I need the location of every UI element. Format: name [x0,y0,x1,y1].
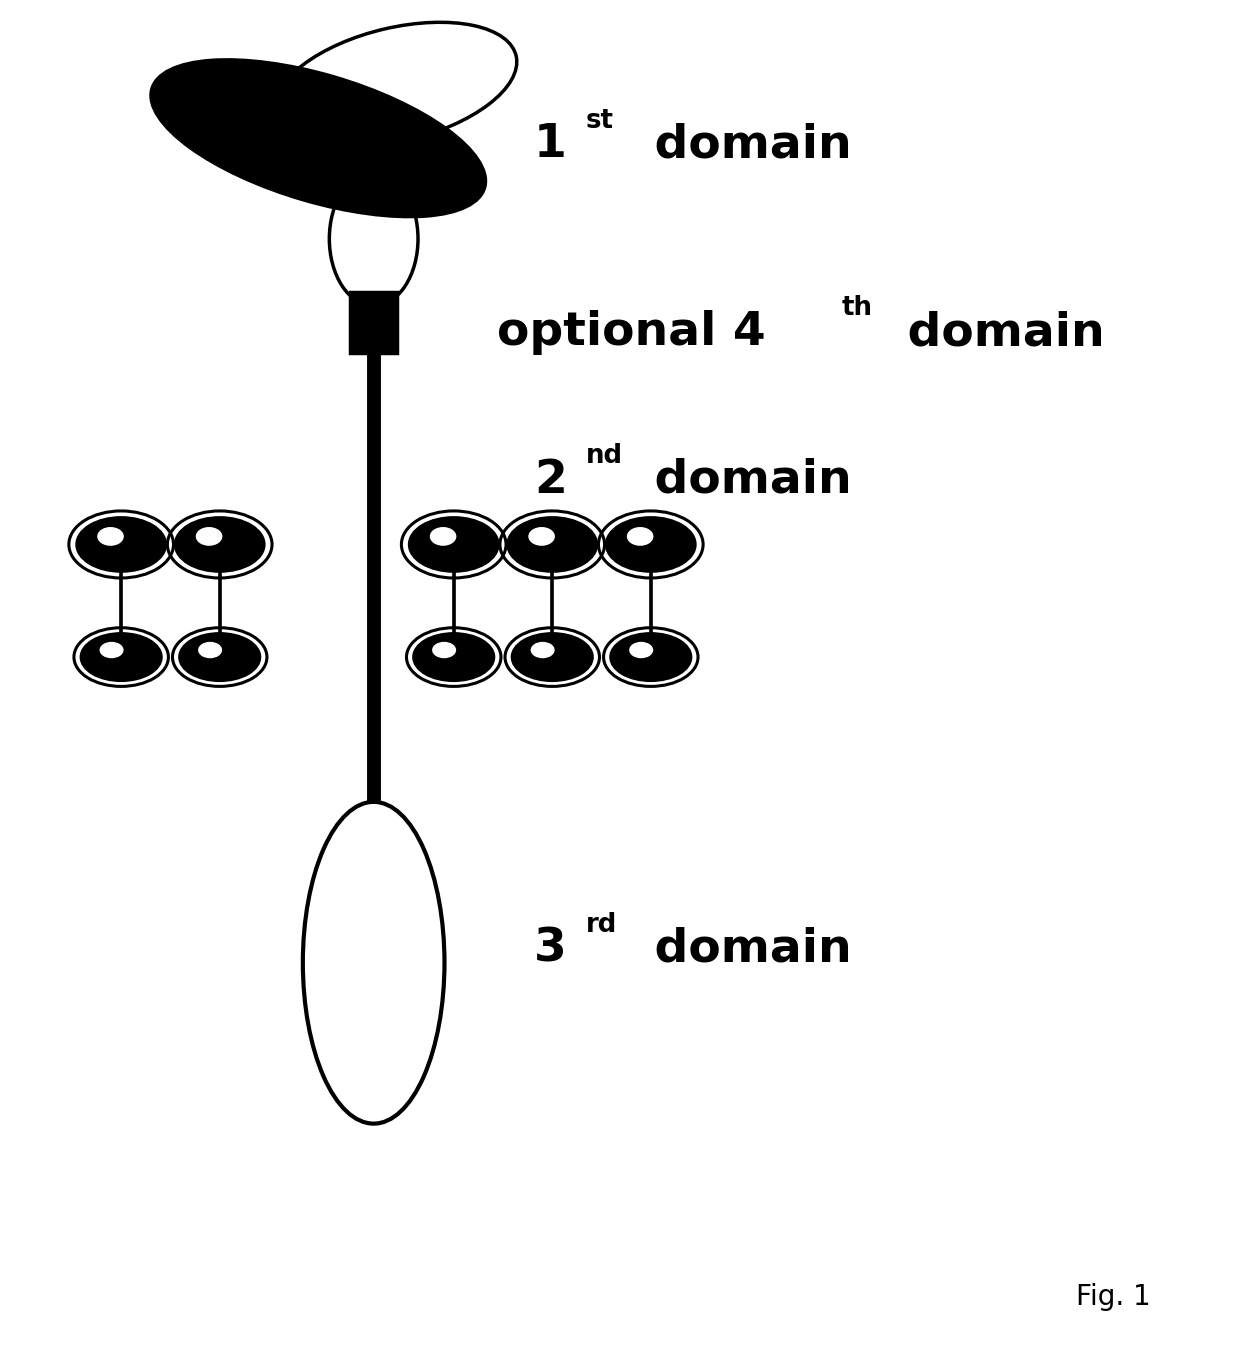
Text: rd: rd [585,912,616,938]
Text: Fig. 1: Fig. 1 [1076,1283,1151,1311]
Ellipse shape [175,518,264,571]
Ellipse shape [97,527,124,546]
Ellipse shape [508,518,596,571]
Text: domain: domain [639,457,852,503]
Text: 3: 3 [533,927,567,971]
Text: nd: nd [585,442,622,469]
Text: domain: domain [639,927,852,971]
Text: st: st [585,108,614,134]
FancyBboxPatch shape [350,293,397,352]
Ellipse shape [180,634,259,680]
Text: domain: domain [639,123,852,167]
Text: optional 4: optional 4 [497,310,765,355]
Ellipse shape [99,642,124,658]
Ellipse shape [77,518,165,571]
Ellipse shape [198,642,222,658]
Ellipse shape [629,642,653,658]
Ellipse shape [275,23,517,147]
Ellipse shape [528,527,556,546]
Ellipse shape [196,527,222,546]
Ellipse shape [606,518,696,571]
Ellipse shape [409,518,498,571]
Text: th: th [842,295,873,321]
Ellipse shape [512,634,593,680]
Text: 1: 1 [533,123,567,167]
Ellipse shape [151,59,486,217]
Text: domain: domain [892,310,1105,355]
Ellipse shape [611,634,691,680]
Ellipse shape [81,634,161,680]
Ellipse shape [531,642,554,658]
Ellipse shape [627,527,653,546]
Ellipse shape [414,634,494,680]
Ellipse shape [330,171,418,306]
Ellipse shape [430,527,456,546]
Ellipse shape [432,642,456,658]
Text: 2: 2 [533,457,567,503]
Ellipse shape [303,801,444,1124]
